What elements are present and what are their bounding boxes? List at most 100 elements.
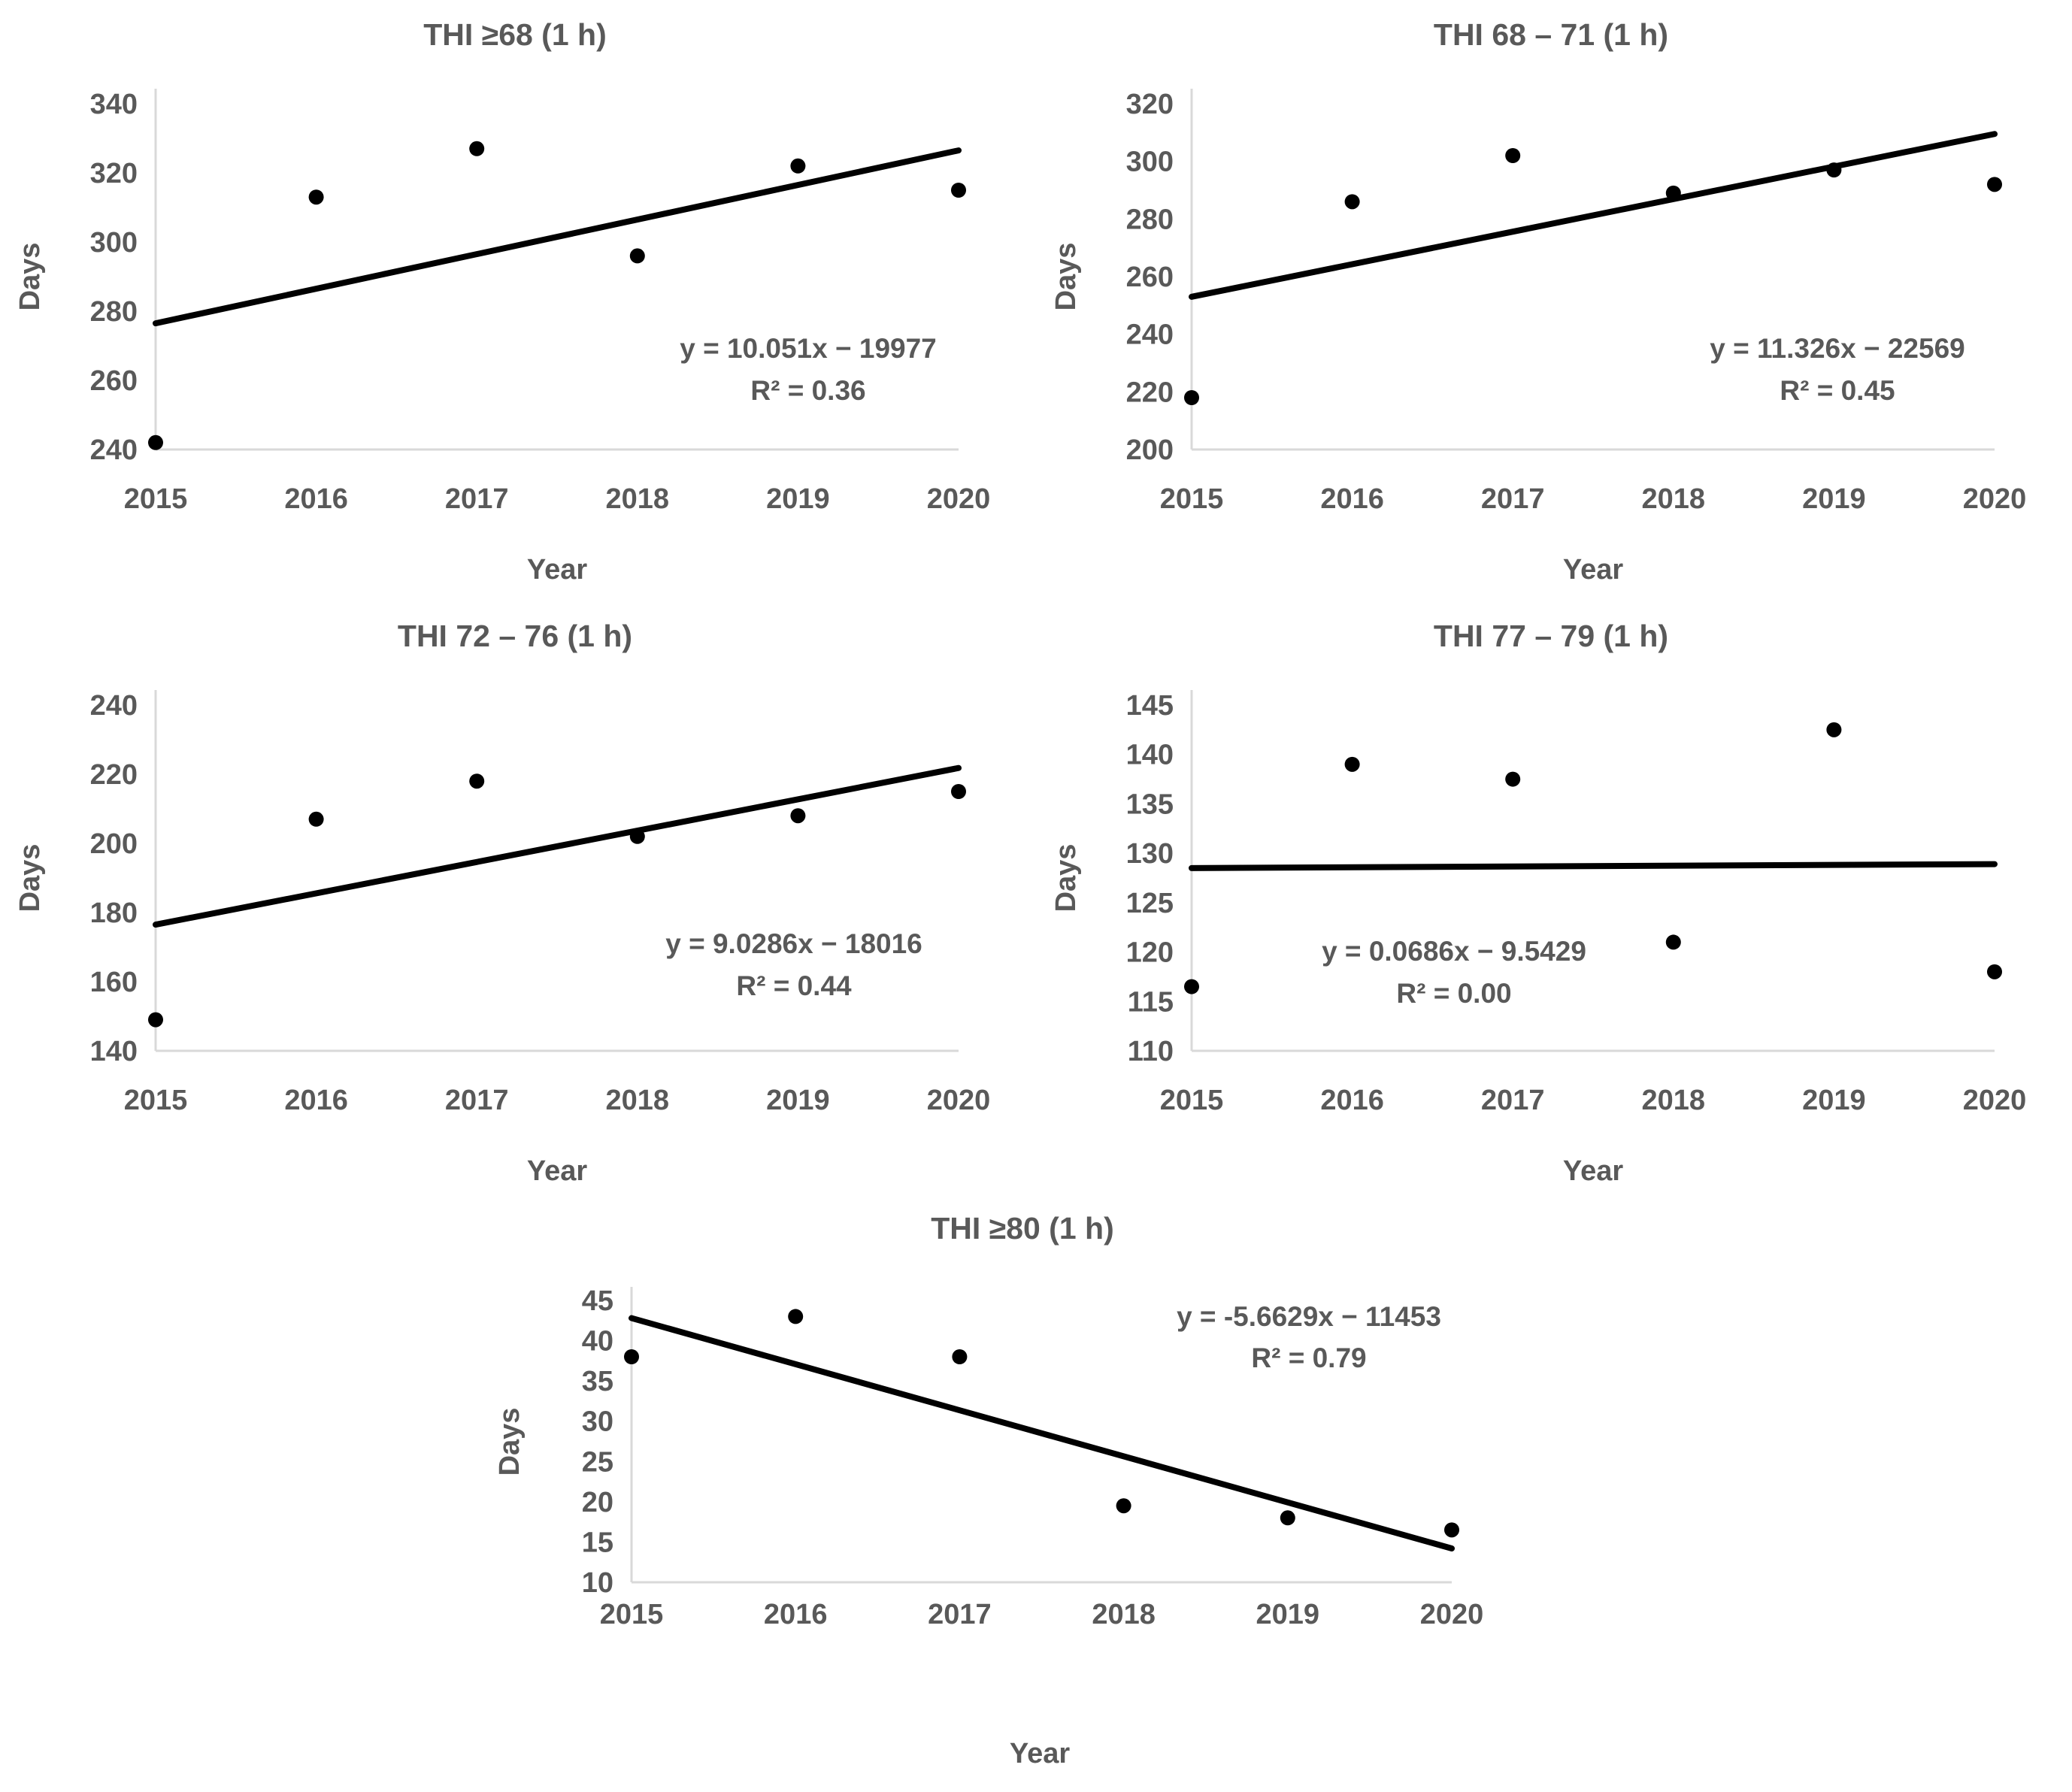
y-tick-label: 320: [90, 158, 138, 189]
y-tick-label: 20: [582, 1487, 613, 1518]
data-point: [1184, 979, 1199, 994]
trendline: [153, 147, 962, 327]
data-point: [951, 183, 966, 198]
x-tick-label: 2019: [1802, 1085, 1866, 1116]
x-tick-label: 2015: [600, 1599, 664, 1630]
trendline: [629, 1315, 1455, 1551]
data-point: [952, 1349, 968, 1364]
chart-title: THI ≥80 (1 h): [931, 1211, 1113, 1246]
x-tick-label: 2020: [927, 483, 991, 515]
y-tick-label: 240: [1126, 319, 1174, 351]
data-point: [469, 141, 485, 156]
data-point: [1184, 390, 1199, 405]
y-tick-label: 110: [1128, 1036, 1174, 1067]
y-tick-label: 220: [90, 759, 138, 791]
y-tick-label: 340: [90, 89, 138, 120]
data-point: [1987, 964, 2002, 979]
data-point: [1665, 934, 1681, 950]
x-tick-label: 2017: [1481, 483, 1545, 515]
data-point: [308, 811, 324, 827]
x-tick-label: 2016: [1320, 1085, 1384, 1116]
y-tick-label: 130: [1126, 838, 1174, 870]
trendline-equation-label: y = 11.326x − 22569: [1710, 333, 1965, 364]
x-tick-label: 2018: [1642, 483, 1706, 515]
x-axis-title: Year: [1563, 1155, 1624, 1187]
y-tick-label: 120: [1126, 937, 1174, 969]
data-point: [629, 248, 645, 264]
y-axis-title: Days: [494, 1408, 526, 1476]
x-tick-label: 2017: [445, 483, 509, 515]
data-point: [1987, 177, 2002, 192]
x-tick-label: 2018: [1642, 1085, 1706, 1116]
trendline: [1189, 131, 1998, 300]
data-point: [790, 158, 806, 174]
y-tick-label: 300: [90, 227, 138, 259]
y-tick-label: 25: [582, 1446, 613, 1478]
data-point: [1344, 756, 1360, 772]
chart-title: THI 77 – 79 (1 h): [1434, 619, 1668, 653]
x-tick-label: 2019: [766, 1085, 830, 1116]
data-point: [469, 773, 485, 789]
y-tick-label: 30: [582, 1406, 613, 1438]
data-point: [308, 189, 324, 205]
data-point: [629, 828, 645, 844]
chart-title: THI 68 – 71 (1 h): [1434, 17, 1668, 52]
y-tick-label: 135: [1126, 789, 1174, 820]
y-tick-label: 35: [582, 1366, 613, 1397]
x-tick-label: 2016: [1320, 483, 1384, 515]
x-tick-label: 2015: [124, 483, 188, 515]
x-tick-label: 2017: [1481, 1085, 1545, 1116]
y-tick-label: 115: [1128, 986, 1174, 1018]
x-tick-label: 2016: [284, 483, 348, 515]
y-axis-title: Days: [14, 243, 46, 311]
x-tick-label: 2015: [1160, 483, 1224, 515]
x-tick-label: 2019: [1256, 1599, 1320, 1630]
x-tick-label: 2015: [1160, 1085, 1224, 1116]
data-point: [1444, 1522, 1459, 1538]
y-axis-title: Days: [1050, 243, 1082, 311]
x-tick-label: 2019: [766, 483, 830, 515]
y-tick-label: 320: [1126, 89, 1174, 120]
chart-title: THI 72 – 76 (1 h): [398, 619, 632, 653]
trendline-equation-label: y = -5.6629x − 11453: [1177, 1301, 1441, 1332]
y-tick-label: 145: [1126, 690, 1174, 722]
x-tick-label: 2020: [1963, 1085, 2027, 1116]
x-tick-label: 2017: [928, 1599, 992, 1630]
y-tick-label: 180: [90, 898, 138, 929]
trendline-equation-label: y = 10.051x − 19977: [680, 333, 937, 364]
data-point: [1280, 1510, 1295, 1526]
y-tick-label: 260: [90, 365, 138, 397]
chart-title: THI ≥68 (1 h): [423, 17, 606, 52]
trendline: [1189, 861, 1998, 871]
data-point: [1505, 148, 1521, 163]
chart-thi-77-79: 110 115 120 125 130 135 140 145 2015 2016 2017 2018…: [1050, 619, 2027, 1187]
x-tick-label: 2020: [1420, 1599, 1484, 1630]
data-point: [951, 784, 966, 799]
y-tick-label: 45: [582, 1285, 613, 1317]
x-tick-label: 2018: [606, 1085, 670, 1116]
x-axis-title: Year: [1010, 1738, 1071, 1769]
r-squared-label: R² = 0.36: [750, 375, 865, 406]
x-axis-title: Year: [527, 554, 588, 586]
y-tick-label: 280: [1126, 204, 1174, 235]
x-tick-label: 2016: [764, 1599, 828, 1630]
chart-thi-68-71: 200 220 240 260 280 300 320 2015 2016 2017 2018 201…: [1050, 17, 2026, 586]
y-tick-label: 140: [90, 1036, 138, 1067]
y-tick-label: 200: [1126, 434, 1174, 466]
data-point: [1505, 771, 1521, 787]
r-squared-label: R² = 0.45: [1780, 375, 1895, 406]
y-axis-title: Days: [1050, 844, 1082, 913]
x-axis-title: Year: [527, 1155, 588, 1187]
x-tick-label: 2016: [284, 1085, 348, 1116]
trendline: [153, 764, 962, 928]
y-tick-label: 240: [90, 690, 138, 722]
chart-thi-72-76: 140 160 180 200 220 240 2015 2016 2017 2018 2019 20…: [14, 619, 991, 1187]
chart-thi-ge-68: 240 260 280 300 320 340 2015 2016 2017 2018 2019 20…: [14, 17, 991, 586]
y-tick-label: 240: [90, 434, 138, 466]
data-point: [788, 1309, 804, 1324]
data-point: [148, 434, 163, 450]
x-tick-label: 2017: [445, 1085, 509, 1116]
x-tick-label: 2019: [1802, 483, 1866, 515]
x-tick-label: 2020: [927, 1085, 991, 1116]
data-point: [624, 1349, 639, 1364]
